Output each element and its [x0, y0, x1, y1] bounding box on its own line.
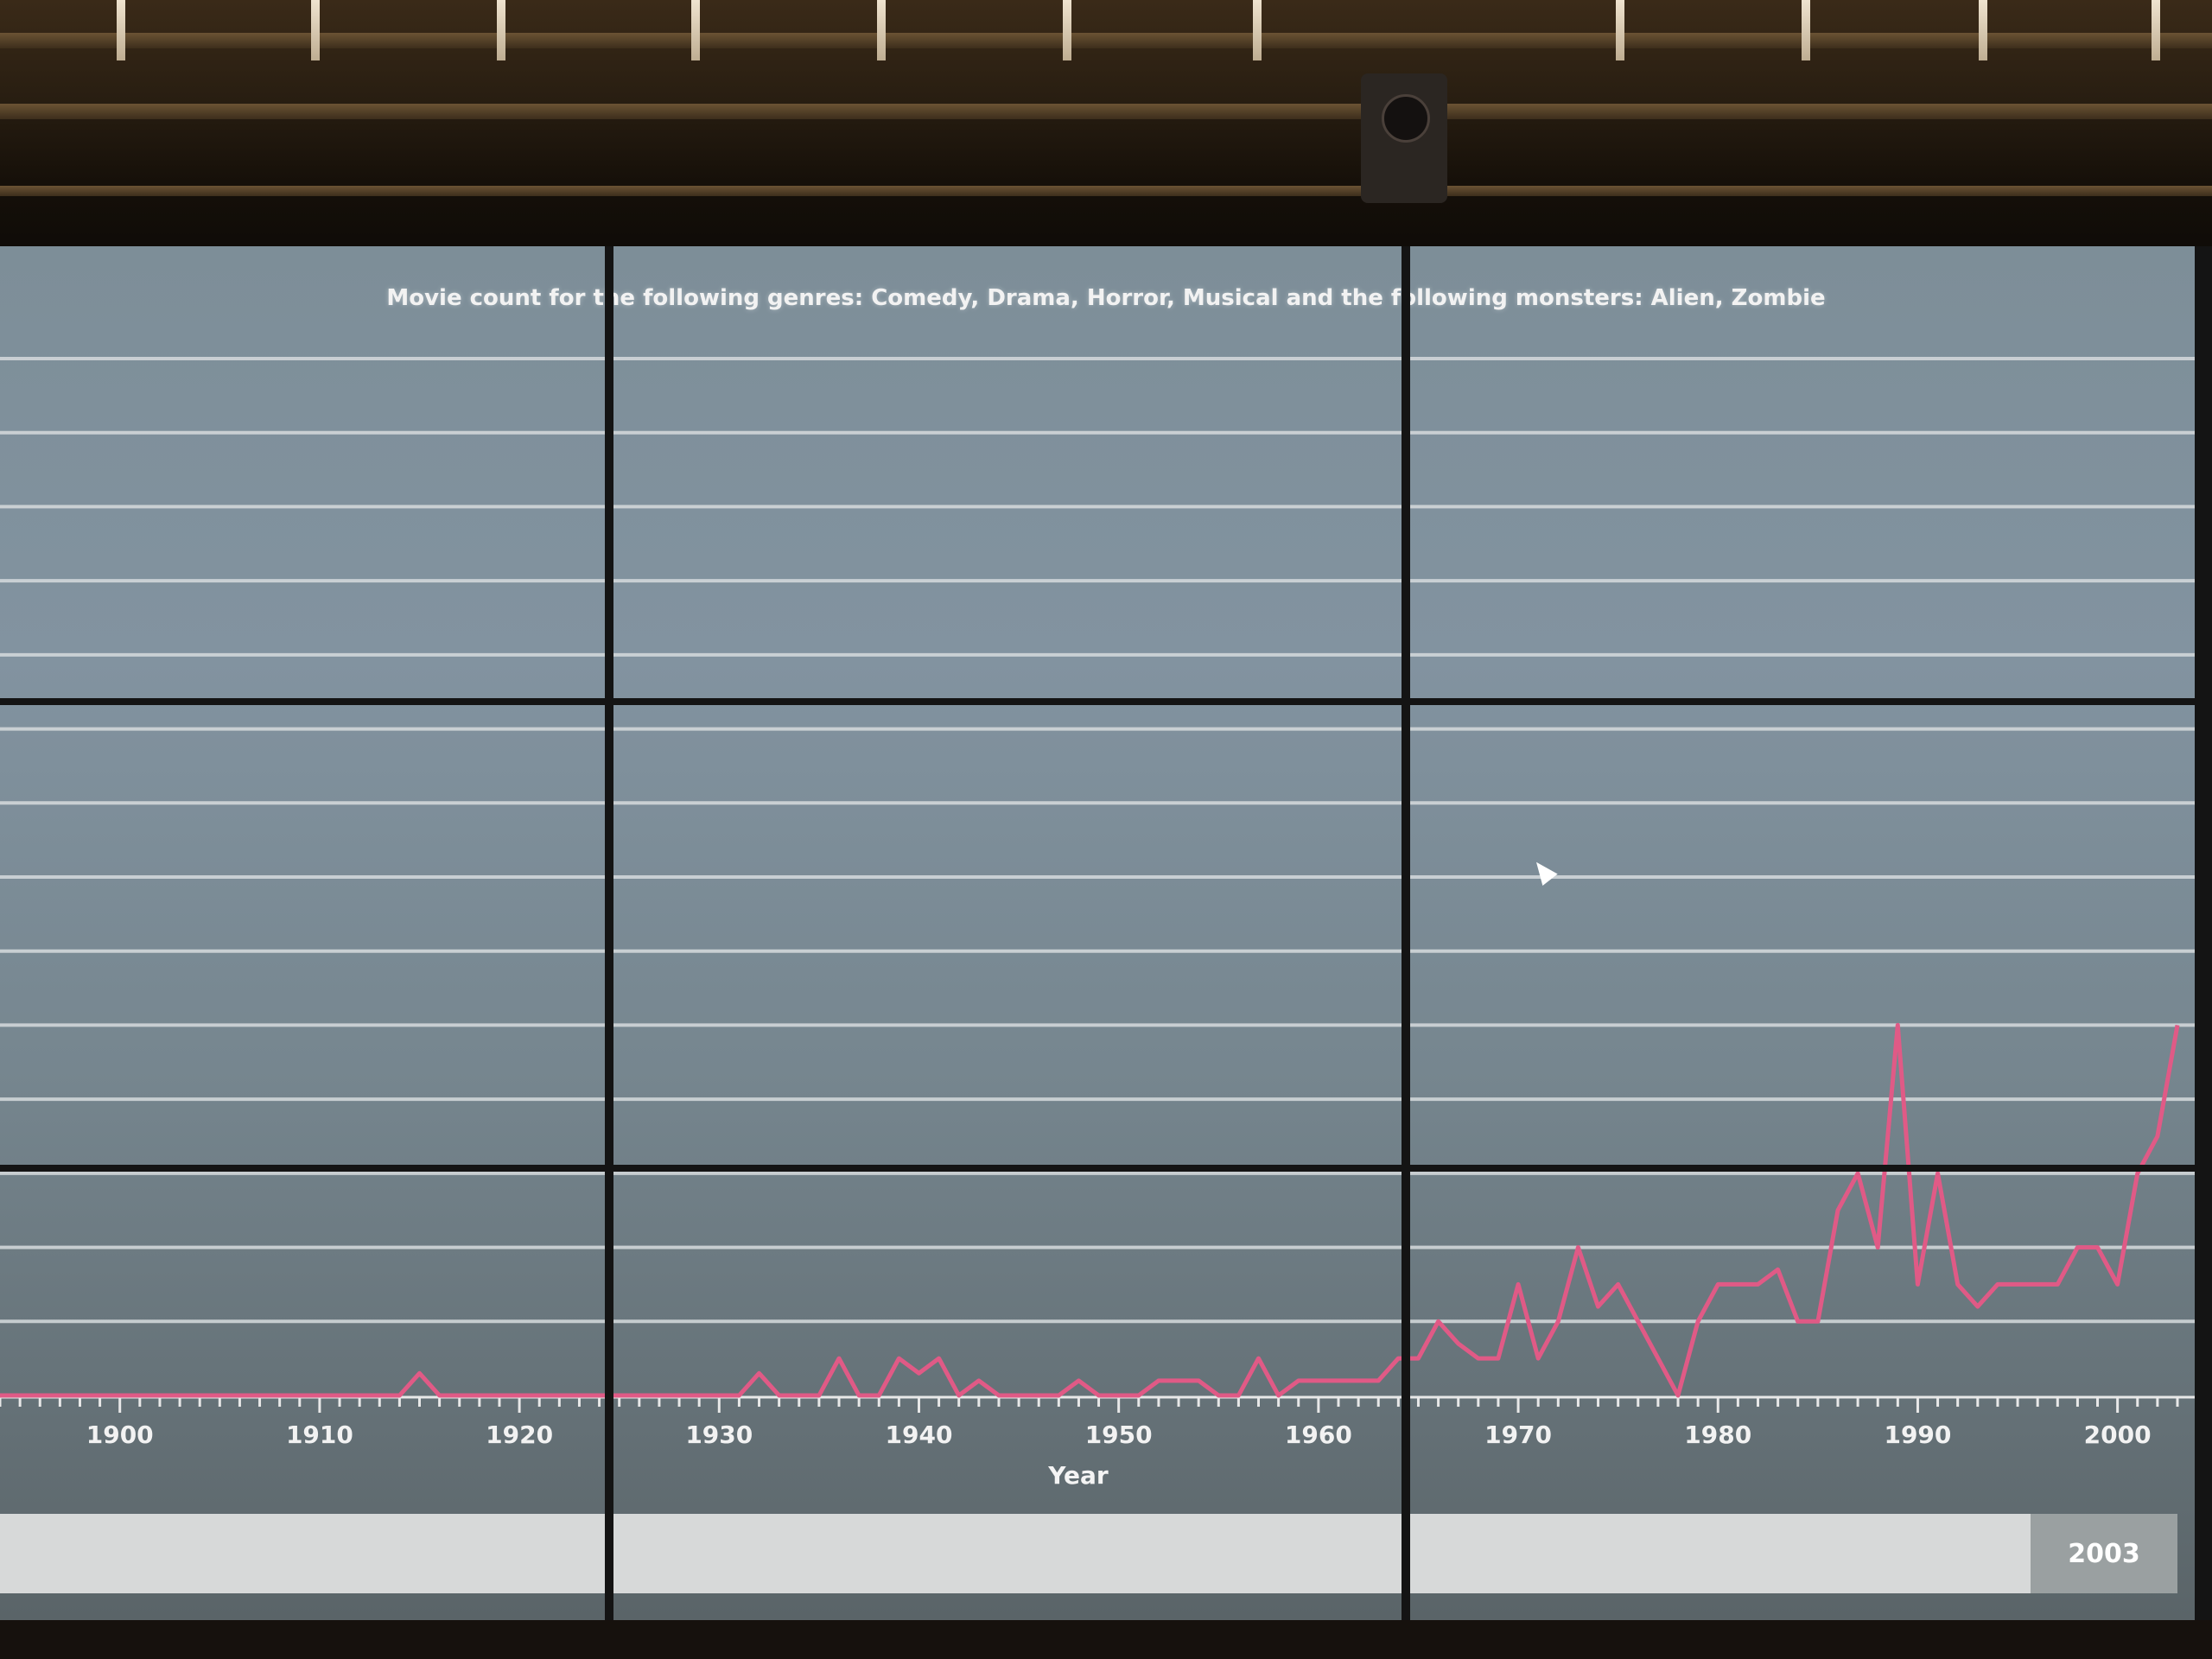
x-tick-label: 1930	[685, 1421, 753, 1449]
ceiling-hook	[691, 0, 700, 60]
slider-thumb[interactable]: 2003	[2031, 1514, 2177, 1593]
ceiling-rigging	[0, 0, 2212, 259]
ceiling-pipe	[0, 186, 2212, 196]
lower-frame	[0, 1620, 2212, 1659]
x-tick-label: 1940	[886, 1421, 953, 1449]
ceiling-hook	[497, 0, 505, 60]
ceiling-hook	[1979, 0, 1987, 60]
ceiling-hook	[1616, 0, 1624, 60]
chart-grid	[0, 357, 2195, 1324]
ceiling-hook	[2152, 0, 2160, 60]
ceiling-hook	[877, 0, 886, 60]
x-axis-label: Year	[1047, 1461, 1109, 1490]
line-chart: 1900 1910 1920 1930 1940 1950 1960 1970 1980 1990…	[0, 357, 2195, 1490]
speaker-icon	[1361, 73, 1447, 203]
x-tick-label: 1960	[1285, 1421, 1352, 1449]
ceiling-pipe	[0, 104, 2212, 119]
bezel-horizontal	[0, 1165, 2212, 1172]
bezel-vertical	[1402, 246, 1410, 1620]
bezel-horizontal	[0, 698, 2212, 705]
ceiling-hook	[311, 0, 320, 60]
bezel-vertical	[2195, 246, 2212, 1620]
ceiling-hook	[1063, 0, 1071, 60]
display-wall	[0, 246, 2212, 1620]
x-axis: 1900 1910 1920 1930 1940 1950 1960 1970 1980 1990…	[0, 1395, 2195, 1449]
series-layer	[0, 1022, 2180, 1398]
x-tick-label: 2000	[2084, 1421, 2152, 1449]
slider-value: 2003	[2068, 1538, 2140, 1569]
ceiling-pipe	[0, 33, 2212, 48]
year-slider[interactable]: 2003	[0, 1514, 2177, 1593]
x-tick-label: 1900	[86, 1421, 154, 1449]
x-tick-label: 1950	[1085, 1421, 1153, 1449]
series-line	[0, 1022, 2180, 1398]
ceiling-hook	[1253, 0, 1262, 60]
x-tick-label: 1910	[286, 1421, 353, 1449]
ceiling-hook	[117, 0, 125, 60]
bezel-vertical	[605, 246, 613, 1620]
x-tick-label: 1980	[1684, 1421, 1751, 1449]
ceiling-hook	[1802, 0, 1810, 60]
x-tick-label: 1990	[1884, 1421, 1951, 1449]
x-tick-label: 1920	[486, 1421, 553, 1449]
chart-title: Movie count for the following genres: Co…	[386, 285, 1826, 311]
x-tick-label: 1970	[1484, 1421, 1552, 1449]
